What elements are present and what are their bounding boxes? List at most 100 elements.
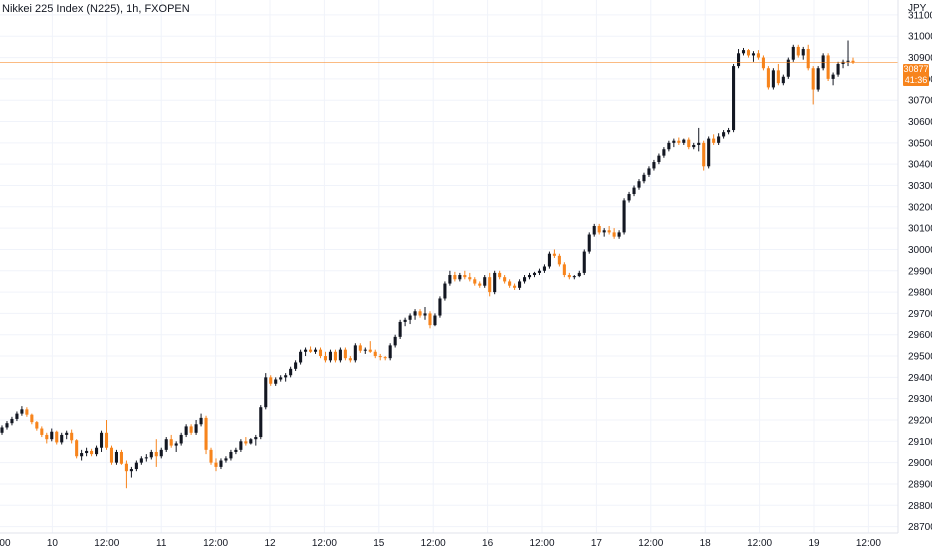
candle (527, 272, 532, 280)
candle-body (323, 356, 328, 361)
candle (80, 449, 84, 461)
candle-body (279, 377, 283, 380)
candle-body (159, 449, 163, 457)
candle-body (179, 434, 183, 444)
candle (478, 281, 482, 288)
candle-body (189, 426, 193, 433)
candle-body (612, 232, 616, 237)
candle (672, 138, 676, 148)
candle (95, 445, 99, 457)
candle (90, 448, 94, 457)
candle (766, 66, 770, 90)
candle (722, 130, 726, 139)
candle-body (712, 138, 716, 143)
candle (239, 439, 243, 452)
candle-body (254, 437, 258, 440)
candle-body (463, 275, 467, 278)
candle (667, 140, 671, 152)
candle-body (95, 447, 99, 455)
price-axis[interactable]: 28700 28800 28900 29000 29100 29200 29300 29400… (908, 10, 932, 533)
candle (508, 279, 512, 288)
candle-body (552, 253, 556, 256)
candle-body (309, 349, 313, 352)
y-tick-label: 30900 (908, 53, 932, 64)
candle-body (766, 68, 770, 88)
candle-body (65, 432, 69, 435)
candle (537, 268, 542, 276)
candle (139, 456, 143, 465)
candle-body (816, 68, 820, 90)
candle-body (199, 417, 203, 425)
candle (398, 319, 402, 339)
candle-body (154, 451, 158, 457)
candle-body (801, 49, 805, 56)
candle (388, 343, 392, 361)
candle-body (607, 230, 611, 233)
candle-body (15, 413, 19, 419)
candle (184, 424, 188, 438)
candle (697, 127, 701, 152)
candle-body (204, 417, 208, 450)
candle (717, 133, 721, 145)
candle (612, 228, 616, 239)
candle-body (269, 377, 273, 384)
candle-body (572, 276, 576, 278)
time-axis[interactable]: 12:00 10 12:00 11 12:00 12 12:00 15 12:00 16 12:00… (0, 538, 881, 549)
candle-body (304, 349, 308, 352)
candle (204, 415, 208, 455)
candle-body (851, 60, 855, 63)
candle (463, 270, 467, 280)
candle (851, 57, 855, 64)
y-tick-label: 30100 (908, 224, 932, 235)
candle-body (129, 469, 133, 472)
candle-body (542, 266, 546, 271)
candle-body (378, 356, 382, 358)
candle (333, 349, 337, 363)
candle (209, 447, 213, 465)
candle-body (209, 449, 213, 463)
candle (597, 223, 601, 235)
y-tick-label: 29300 (908, 394, 932, 405)
candle-body (478, 283, 482, 286)
candle-body (348, 358, 352, 361)
y-tick-label: 29500 (908, 352, 932, 363)
y-tick-label: 28900 (908, 479, 932, 490)
candle (692, 142, 696, 150)
candle (284, 373, 288, 382)
candle-body (60, 434, 64, 443)
grid-lines (0, 0, 898, 533)
candle-body (732, 66, 736, 131)
candle-body (114, 451, 119, 463)
candle (383, 356, 387, 361)
candle-body (846, 60, 850, 62)
candle-body (667, 142, 671, 150)
candle (55, 430, 59, 445)
candle-body (423, 313, 427, 316)
candle-body (642, 174, 646, 182)
candle (433, 313, 437, 327)
candle (249, 438, 253, 445)
candle-body (408, 315, 412, 320)
candle (134, 460, 138, 472)
candle (811, 66, 815, 105)
candle (582, 249, 586, 276)
candle (194, 420, 198, 435)
candle-body (20, 409, 24, 414)
candle (35, 421, 39, 431)
y-tick-label: 30500 (908, 138, 932, 149)
candle (637, 179, 641, 190)
candle-body (662, 149, 666, 156)
candle (682, 138, 686, 145)
candle (498, 270, 502, 280)
candle-body (627, 194, 631, 201)
candle-body (234, 449, 238, 452)
candle-body (80, 453, 84, 457)
candle (214, 458, 218, 472)
candle (10, 416, 14, 426)
candle-body (144, 457, 148, 459)
candle (154, 439, 158, 467)
candle-body (50, 431, 54, 440)
x-tick-label: 17 (591, 538, 603, 549)
